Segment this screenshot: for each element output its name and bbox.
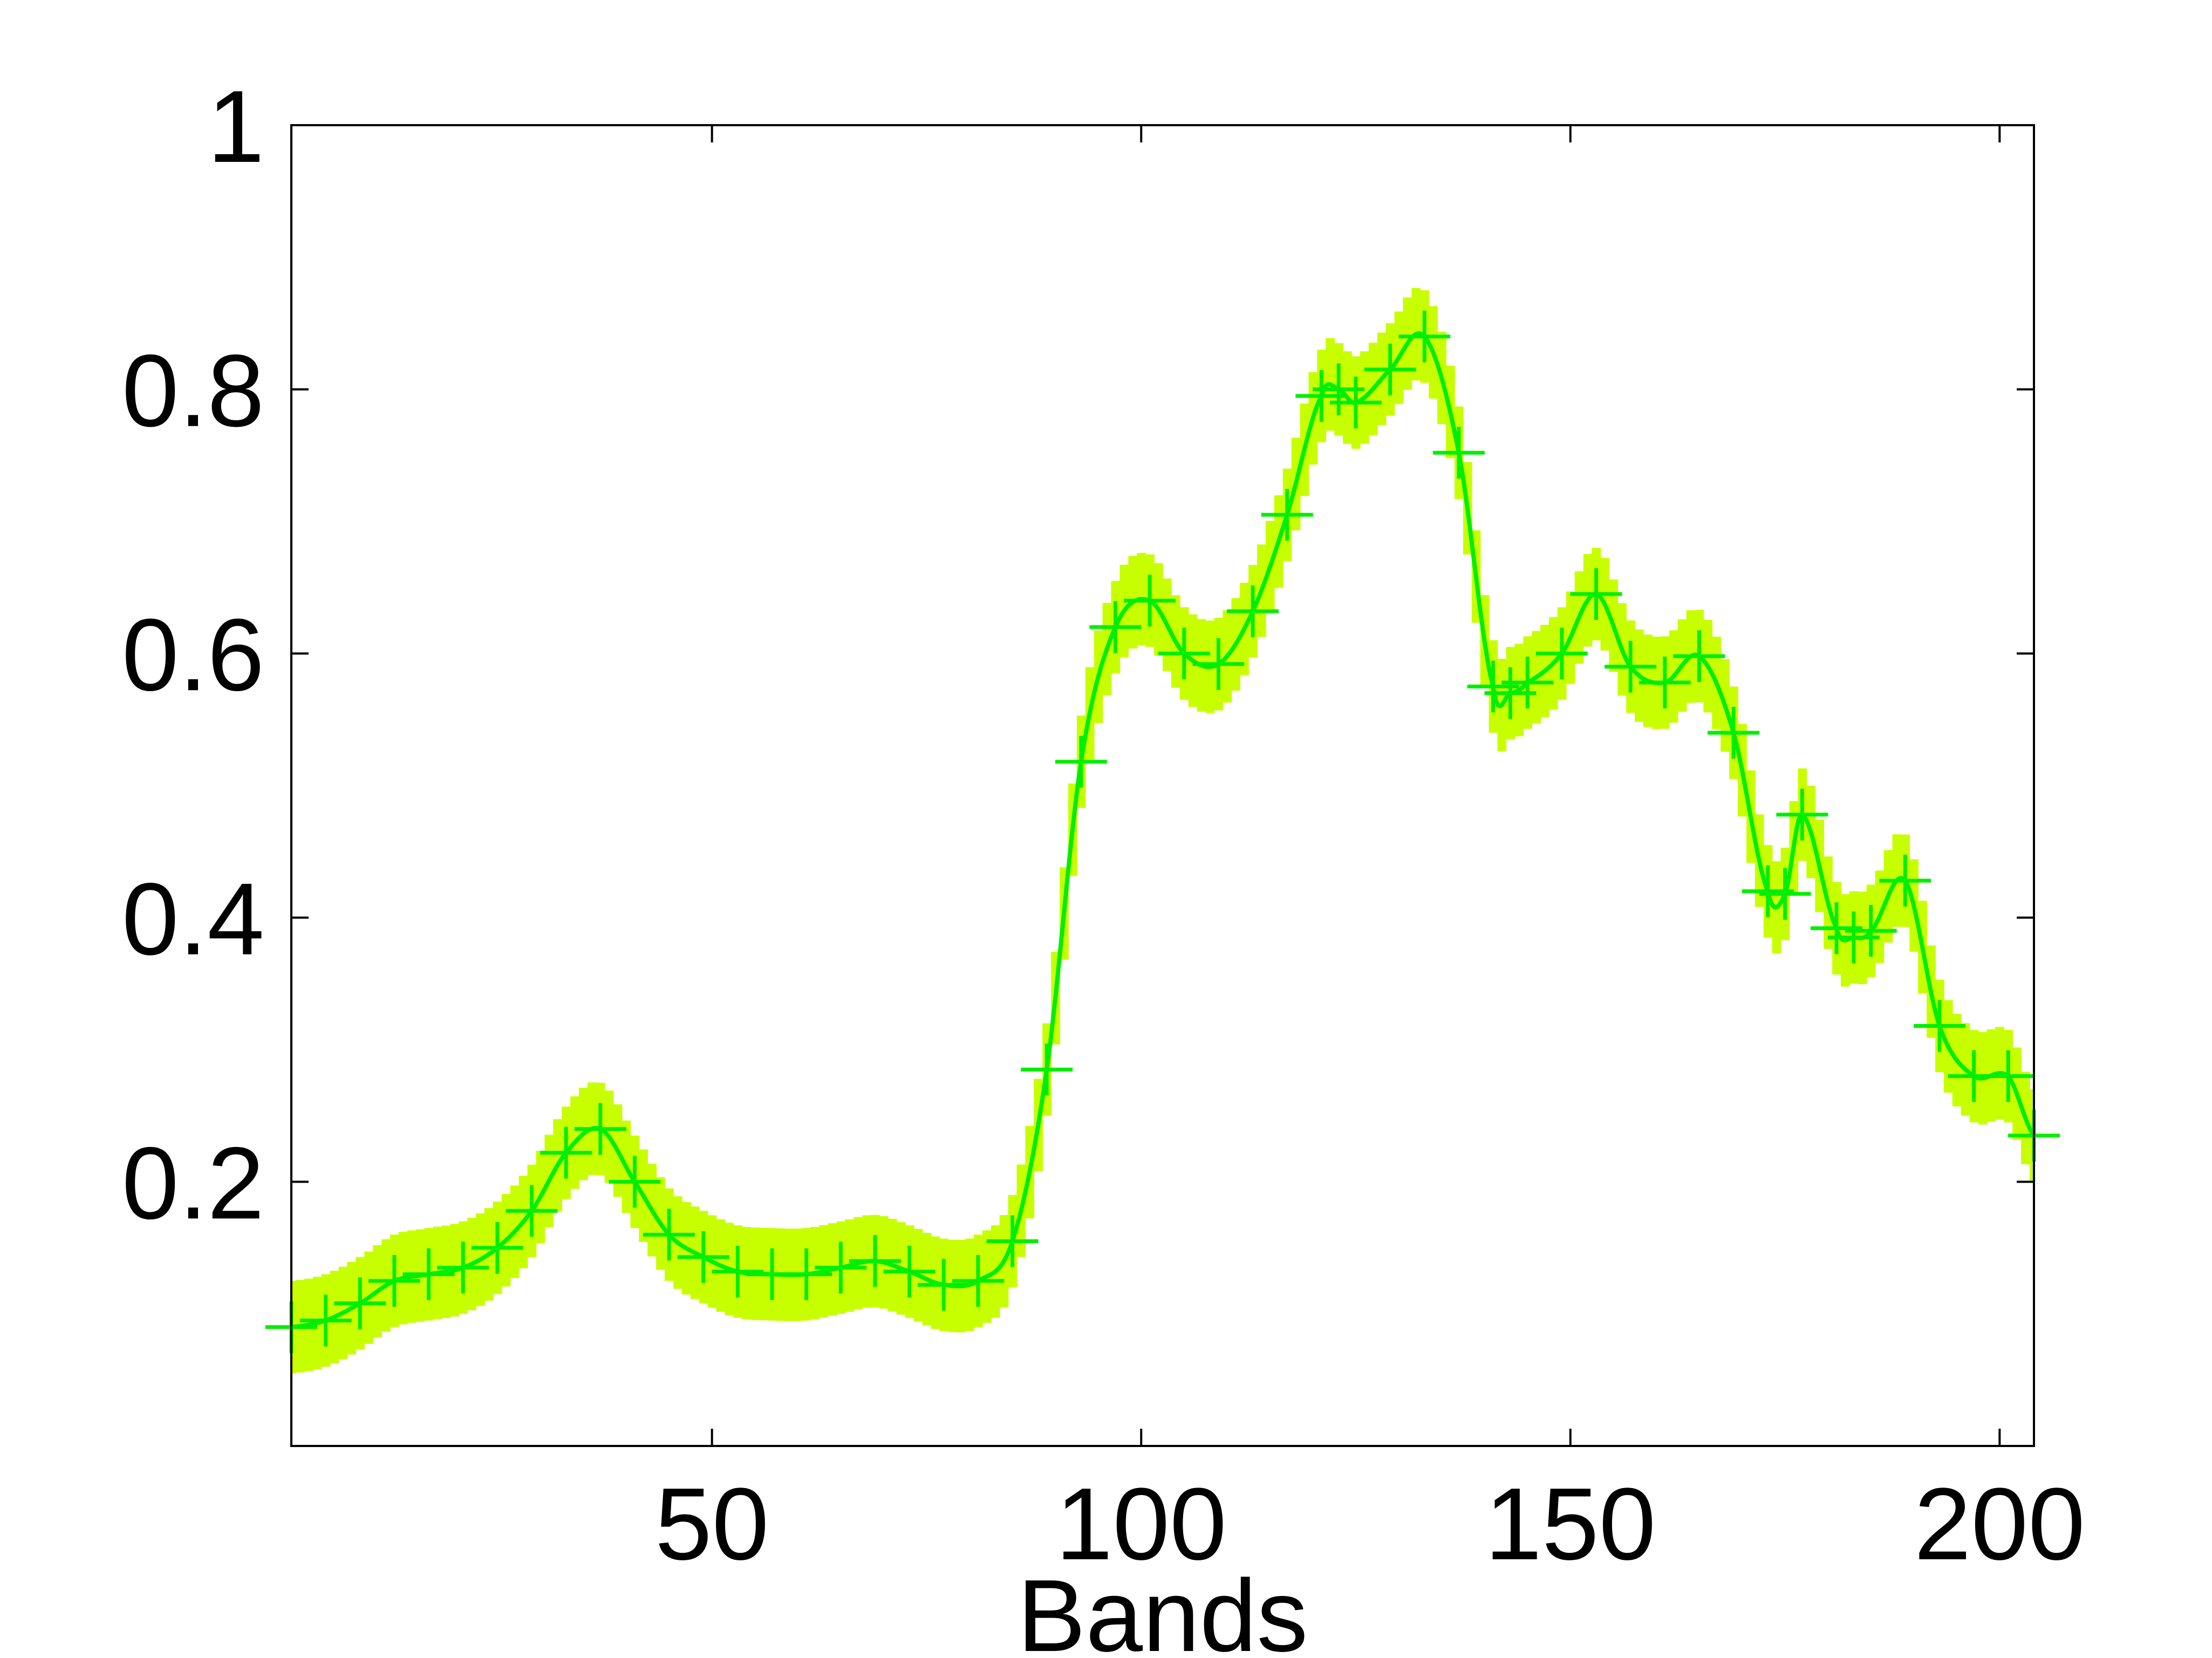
x-tick-label: 100 xyxy=(1056,1467,1227,1581)
series-line xyxy=(291,331,2036,1329)
data-point xyxy=(334,1277,386,1329)
data-point xyxy=(506,1185,558,1237)
data-point xyxy=(780,1248,832,1300)
data-point xyxy=(1879,855,1931,907)
data-point xyxy=(1364,343,1416,395)
data-point xyxy=(918,1259,970,1311)
data-point xyxy=(1776,788,1828,841)
data-point xyxy=(1398,310,1451,363)
data-point xyxy=(1845,905,1897,957)
y-tick-label: 0.4 xyxy=(122,862,264,977)
data-point xyxy=(1535,627,1588,680)
uncertainty-band-layer xyxy=(291,288,2035,1374)
x-axis-label: Bands xyxy=(1018,1559,1308,1658)
data-point xyxy=(1605,640,1657,693)
data-point xyxy=(1055,735,1107,788)
marker-layer xyxy=(265,310,2060,1353)
data-point xyxy=(1158,627,1210,680)
data-point xyxy=(1759,868,1811,920)
data-point xyxy=(368,1255,420,1307)
data-point xyxy=(402,1248,455,1300)
y-tick-label: 0.2 xyxy=(122,1126,264,1240)
data-point xyxy=(1913,1000,1965,1052)
data-point xyxy=(952,1255,1004,1307)
y-tick-label: 1 xyxy=(207,70,264,184)
data-point xyxy=(849,1235,901,1287)
data-point xyxy=(1570,568,1622,620)
data-point xyxy=(815,1241,867,1294)
data-point xyxy=(1330,377,1382,429)
data-point xyxy=(540,1127,592,1179)
x-tick-label: 150 xyxy=(1485,1467,1656,1581)
x-tick-label: 50 xyxy=(655,1467,769,1581)
series-line-layer xyxy=(291,331,2036,1329)
x-tick-label: 200 xyxy=(1914,1467,2085,1581)
axes xyxy=(290,124,2035,1447)
plot-frame xyxy=(290,124,2035,1447)
y-tick-label: 0.8 xyxy=(122,334,264,448)
data-point xyxy=(574,1103,626,1155)
data-point xyxy=(986,1215,1039,1267)
data-point xyxy=(712,1245,764,1298)
data-point xyxy=(437,1241,489,1294)
data-point xyxy=(1227,585,1279,637)
data-point xyxy=(883,1245,936,1298)
tick-labels: 50 100 150 200 0.2 0.4 0.6 0.8 1 xyxy=(122,70,2085,1581)
data-point xyxy=(1261,489,1313,541)
data-point xyxy=(1021,1043,1073,1096)
data-point xyxy=(609,1156,661,1208)
data-point xyxy=(1124,575,1176,627)
data-point xyxy=(1089,601,1142,653)
data-point xyxy=(1673,630,1725,683)
data-point xyxy=(643,1209,695,1261)
data-point xyxy=(677,1231,729,1283)
y-tick-label: 0.6 xyxy=(122,598,264,712)
data-point xyxy=(1982,1050,2035,1102)
data-point xyxy=(1432,427,1485,479)
data-point xyxy=(471,1222,523,1274)
data-point xyxy=(1708,707,1760,759)
data-point xyxy=(1501,657,1554,709)
data-point xyxy=(1192,638,1245,690)
data-point xyxy=(299,1294,352,1347)
data-point xyxy=(1638,657,1691,709)
